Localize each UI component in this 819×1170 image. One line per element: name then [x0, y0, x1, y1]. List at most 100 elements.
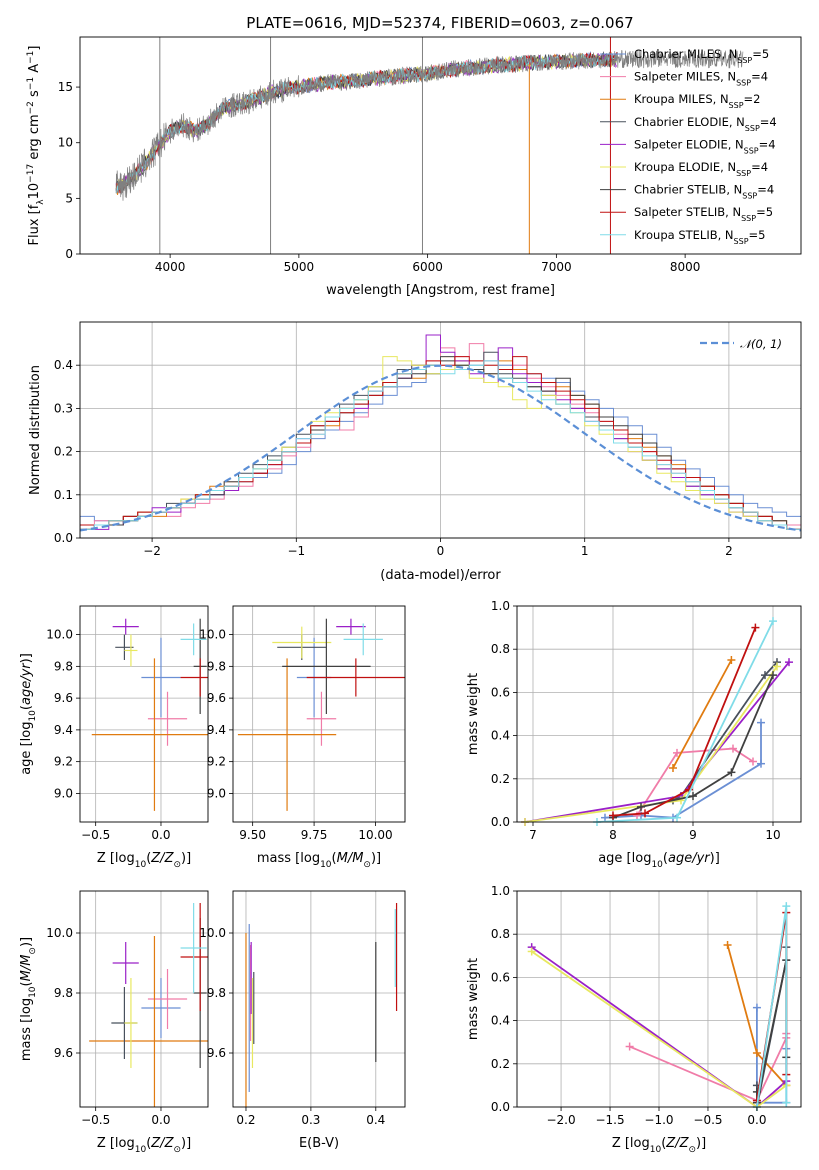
x-tick-label: 1	[581, 544, 589, 558]
age-vs-z-panel: −0.5 0.0 9.0 9.2 9.4 9.6 9.8 10.0 Z [log10(Z/Z⊙)…	[19, 605, 209, 870]
legend-label: Chabrier MILES, NSSP=5	[634, 47, 769, 65]
x-tick-label: 6000	[412, 260, 443, 274]
gaussian-curve	[79, 364, 802, 532]
x-tick-label: 9.50	[239, 828, 266, 842]
x-tick-label: −0.5	[81, 1113, 110, 1127]
y-tick-label: 0.2	[491, 1057, 510, 1071]
y-tick-label: 0.2	[491, 772, 510, 786]
y-axis-label: Flux [fλ10−17 erg cm−2 s−1 A−1]	[26, 46, 46, 246]
axes-frame	[232, 890, 406, 1108]
legend-label: Salpeter STELIB, NSSP=5	[634, 205, 773, 223]
series-line	[612, 627, 757, 817]
mass-vs-z-panel: −0.5 0.0 9.6 9.8 10.0 Z [log10(Z/Z⊙)] mass [lo…	[19, 890, 209, 1155]
age-vs-mass-panel: 9.50 9.75 10.00 9.0 9.2 9.4 9.6 9.8 10.0 mass [lo…	[199, 605, 406, 870]
x-tick-label: −1.5	[595, 1113, 624, 1127]
legend: Chabrier MILES, NSSP=5 Salpeter MILES, NS…	[600, 47, 777, 245]
y-tick-label: 9.8	[207, 986, 226, 1000]
axes-frame	[232, 605, 406, 823]
x-tick-label: −0.5	[81, 828, 110, 842]
y-tick-label: 9.6	[54, 691, 73, 705]
x-tick-label: 0.3	[301, 1113, 320, 1127]
x-axis-label: age [log10(age/yr)]	[598, 851, 720, 870]
y-tick-label: 9.6	[54, 1046, 73, 1060]
x-tick-label: 0	[437, 544, 445, 558]
y-tick-label: 0	[65, 247, 73, 261]
y-tick-label: 0.4	[491, 1014, 510, 1028]
y-tick-label: 0.2	[54, 445, 73, 459]
y-axis-label: mass weight	[466, 673, 481, 755]
axes-frame	[79, 605, 209, 823]
y-tick-label: 1.0	[491, 599, 510, 613]
figure-title: PLATE=0616, MJD=52374, FIBERID=0603, z=0…	[246, 14, 633, 32]
x-axis-label: E(B-V)	[299, 1136, 339, 1151]
x-tick-label: 9.75	[301, 828, 328, 842]
legend-label: 𝒩(0, 1)	[740, 337, 782, 351]
y-tick-label: 9.8	[207, 659, 226, 673]
x-axis-label: Z [log10(Z/Z⊙)]	[97, 851, 191, 870]
x-tick-label: −1.0	[644, 1113, 673, 1127]
y-axis-label: age [log10(age/yr)]	[19, 653, 38, 775]
y-tick-label: 9.2	[207, 755, 226, 769]
y-tick-label: 9.4	[54, 723, 73, 737]
x-tick-label: 0.4	[366, 1113, 385, 1127]
y-axis-label: mass [log10(M/M⊙)]	[19, 937, 38, 1061]
axes-frame	[79, 890, 209, 1108]
observed-spectrum-line	[115, 50, 744, 201]
y-tick-label: 1.0	[491, 884, 510, 898]
y-axis-label: mass weight	[466, 958, 481, 1040]
series-line	[524, 661, 790, 823]
x-tick-label: 4000	[155, 260, 186, 274]
y-tick-label: 9.8	[54, 659, 73, 673]
legend-label: Chabrier ELODIE, NSSP=4	[634, 115, 777, 133]
y-tick-label: 0.8	[491, 642, 510, 656]
x-tick-label: 7000	[541, 260, 572, 274]
legend-label: Chabrier STELIB, NSSP=4	[634, 183, 774, 201]
x-tick-label: 10.00	[358, 828, 392, 842]
y-tick-label: 15	[58, 80, 73, 94]
y-tick-label: 5	[65, 191, 73, 205]
legend-label: Kroupa MILES, NSSP=2	[634, 92, 760, 110]
massweight-vs-age-panel: 7 8 9 10 0.0 0.2 0.4 0.6 0.8 1.0 age [log10(age/yr…	[466, 599, 802, 870]
x-tick-label: 5000	[284, 260, 315, 274]
y-tick-label: 0.0	[54, 531, 73, 545]
x-axis-label: wavelength [Angstrom, rest frame]	[326, 283, 555, 298]
y-tick-label: 0.0	[491, 1100, 510, 1114]
y-tick-label: 0.6	[491, 685, 510, 699]
x-tick-label: 2	[725, 544, 733, 558]
y-tick-label: 10	[58, 136, 73, 150]
histogram-series	[80, 360, 801, 538]
massweight-vs-z-panel: −2.0 −1.5 −1.0 −0.5 0.0 0.0 0.2 0.4 0.6 0.8 1.0 Z […	[466, 884, 802, 1155]
legend-label: Salpeter MILES, NSSP=4	[634, 70, 768, 88]
y-axis-label: Normed distribution	[28, 365, 43, 495]
spectrum-panel: 4000 5000 6000 7000 8000 0 5 10 15 wavelength [An…	[26, 36, 802, 298]
x-tick-label: −1	[287, 544, 305, 558]
x-tick-label: −2	[143, 544, 161, 558]
y-tick-label: 0.0	[491, 815, 510, 829]
y-tick-label: 9.8	[54, 986, 73, 1000]
x-axis-label: mass [log10(M/M⊙)]	[257, 851, 381, 870]
y-tick-label: 9.0	[54, 786, 73, 800]
y-tick-label: 10.0	[199, 628, 226, 642]
x-tick-label: 0.0	[747, 1113, 766, 1127]
legend-label: Kroupa ELODIE, NSSP=4	[634, 160, 768, 178]
y-tick-label: 10.0	[46, 628, 73, 642]
series-line	[672, 659, 733, 769]
residual-histogram-panel: −2 −1 0 1 2 0.0 0.1 0.2 0.3 0.4 (data-model)/error…	[28, 321, 802, 583]
y-tick-label: 0.6	[491, 970, 510, 984]
y-tick-label: 9.6	[207, 691, 226, 705]
y-tick-label: 9.2	[54, 755, 73, 769]
mass-vs-ebv-panel: 0.2 0.3 0.4 9.6 9.8 10.0 E(B-V)	[199, 890, 406, 1151]
legend-label: Salpeter ELODIE, NSSP=4	[634, 137, 776, 155]
y-tick-label: 0.4	[491, 729, 510, 743]
y-tick-label: 9.6	[207, 1046, 226, 1060]
y-tick-label: 9.4	[207, 723, 226, 737]
y-tick-label: 0.3	[54, 401, 73, 415]
series-line	[756, 905, 788, 1108]
y-tick-label: 0.8	[491, 927, 510, 941]
x-tick-label: 8000	[670, 260, 701, 274]
x-tick-label: −2.0	[546, 1113, 575, 1127]
y-tick-label: 0.1	[54, 488, 73, 502]
x-axis-label: (data-model)/error	[380, 568, 501, 583]
y-tick-label: 10.0	[199, 926, 226, 940]
